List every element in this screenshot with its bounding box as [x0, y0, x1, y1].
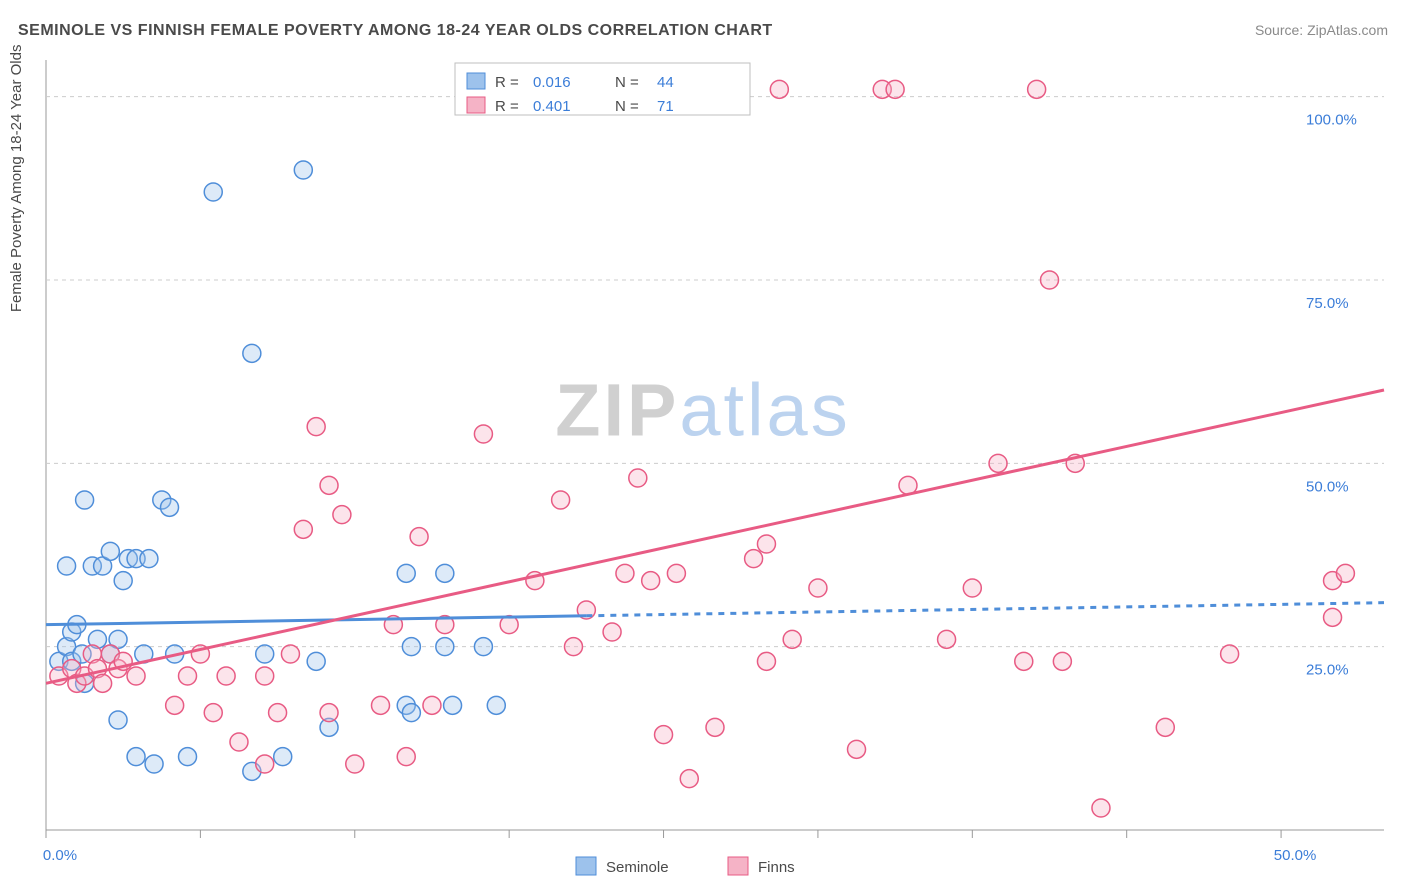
data-point-finns [346, 755, 364, 773]
data-point-finns [757, 652, 775, 670]
data-point-finns [166, 696, 184, 714]
legend-r-value-finns: 0.401 [533, 98, 571, 115]
data-point-seminole [274, 748, 292, 766]
trend-line-ext-seminole [586, 603, 1384, 616]
legend-n-value-finns: 71 [657, 98, 674, 115]
data-point-finns [1015, 652, 1033, 670]
data-point-finns [256, 755, 274, 773]
data-point-finns [204, 704, 222, 722]
legend-bottom-swatch-finns [728, 857, 748, 875]
legend-n-label: N = [615, 74, 639, 91]
data-point-seminole [487, 696, 505, 714]
data-point-finns [745, 550, 763, 568]
data-point-finns [667, 564, 685, 582]
data-point-seminole [145, 755, 163, 773]
data-point-finns [783, 630, 801, 648]
data-point-finns [230, 733, 248, 751]
data-point-seminole [444, 696, 462, 714]
data-point-finns [294, 520, 312, 538]
legend-swatch-finns [467, 97, 485, 113]
data-point-finns [629, 469, 647, 487]
data-point-finns [256, 667, 274, 685]
data-point-seminole [402, 638, 420, 656]
data-point-finns [1092, 799, 1110, 817]
data-point-finns [564, 638, 582, 656]
legend-r-label: R = [495, 98, 519, 115]
data-point-seminole [436, 638, 454, 656]
legend-r-label: R = [495, 74, 519, 91]
data-point-seminole [161, 498, 179, 516]
data-point-seminole [109, 711, 127, 729]
data-point-finns [552, 491, 570, 509]
data-point-finns [281, 645, 299, 663]
data-point-finns [770, 80, 788, 98]
data-point-seminole [294, 161, 312, 179]
data-point-finns [474, 425, 492, 443]
y-tick-label: 100.0% [1306, 112, 1357, 129]
data-point-finns [1324, 608, 1342, 626]
data-point-finns [1156, 718, 1174, 736]
legend-bottom-swatch-seminole [576, 857, 596, 875]
correlation-scatter-chart: 25.0% 50.0% 75.0% 100.0% 0.0% 50.0% R = 0.016 N … [0, 0, 1406, 892]
data-point-seminole [256, 645, 274, 663]
data-point-finns [989, 454, 1007, 472]
data-point-finns [217, 667, 235, 685]
data-point-finns [127, 667, 145, 685]
data-point-finns [423, 696, 441, 714]
data-point-finns [603, 623, 621, 641]
data-point-finns [616, 564, 634, 582]
data-point-seminole [474, 638, 492, 656]
x-tick-label: 50.0% [1274, 847, 1317, 864]
x-tick-label: 0.0% [43, 847, 77, 864]
y-tick-label: 25.0% [1306, 662, 1349, 679]
data-point-finns [938, 630, 956, 648]
data-point-finns [963, 579, 981, 597]
y-tick-label: 50.0% [1306, 478, 1349, 495]
data-point-seminole [179, 748, 197, 766]
data-point-finns [1028, 80, 1046, 98]
data-point-seminole [397, 564, 415, 582]
data-point-finns [179, 667, 197, 685]
data-point-finns [1336, 564, 1354, 582]
data-point-finns [269, 704, 287, 722]
data-point-finns [848, 740, 866, 758]
data-point-seminole [243, 344, 261, 362]
data-point-finns [320, 476, 338, 494]
data-point-finns [886, 80, 904, 98]
data-point-finns [94, 674, 112, 692]
data-point-seminole [114, 572, 132, 590]
data-point-finns [809, 579, 827, 597]
data-point-finns [397, 748, 415, 766]
data-point-finns [655, 726, 673, 744]
data-point-finns [1053, 652, 1071, 670]
y-tick-label: 75.0% [1306, 295, 1349, 312]
data-point-seminole [402, 704, 420, 722]
data-point-finns [320, 704, 338, 722]
data-point-finns [1221, 645, 1239, 663]
data-point-finns [1041, 271, 1059, 289]
data-point-finns [307, 418, 325, 436]
data-point-seminole [204, 183, 222, 201]
data-point-seminole [58, 557, 76, 575]
data-point-seminole [140, 550, 158, 568]
data-point-seminole [127, 748, 145, 766]
data-point-finns [757, 535, 775, 553]
data-point-finns [642, 572, 660, 590]
legend-n-value-seminole: 44 [657, 74, 674, 91]
data-point-seminole [101, 542, 119, 560]
data-point-finns [333, 506, 351, 524]
data-point-seminole [76, 491, 94, 509]
legend-bottom-label-finns: Finns [758, 859, 795, 876]
data-point-finns [410, 528, 428, 546]
legend-bottom-label-seminole: Seminole [606, 859, 669, 876]
data-point-finns [680, 770, 698, 788]
data-point-finns [706, 718, 724, 736]
legend-r-value-seminole: 0.016 [533, 74, 571, 91]
trend-line-finns [46, 390, 1384, 683]
data-point-seminole [436, 564, 454, 582]
legend-swatch-seminole [467, 73, 485, 89]
data-point-finns [372, 696, 390, 714]
legend-n-label: N = [615, 98, 639, 115]
data-point-seminole [307, 652, 325, 670]
